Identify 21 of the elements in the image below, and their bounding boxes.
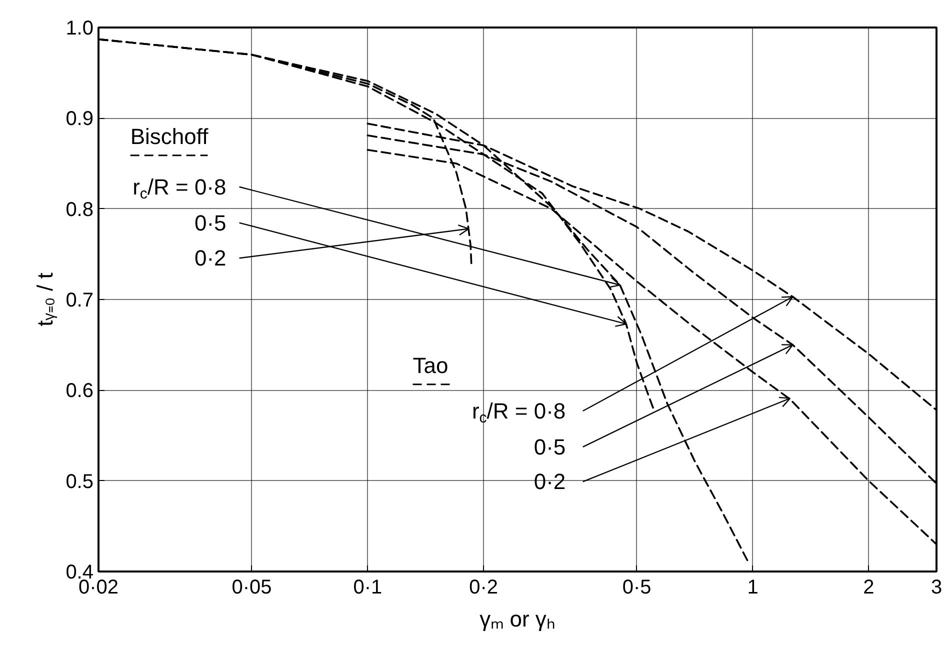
annotation: 0·5 <box>534 434 566 460</box>
annotation: 0·5 <box>194 210 226 236</box>
annotation: 0·2 <box>534 469 566 494</box>
annotation: Bischoff <box>130 124 210 149</box>
x-tick-label: 0·2 <box>469 576 498 598</box>
y-tick-label: 0.7 <box>66 290 94 312</box>
x-tick-label: 1 <box>747 576 758 598</box>
y-tick-label: 0.6 <box>66 380 94 402</box>
y-axis-title: tᵧ₌₀ / t <box>32 272 58 326</box>
y-tick-label: 0.5 <box>66 470 94 493</box>
x-tick-label: 0·1 <box>353 576 382 598</box>
x-tick-label: 3 <box>930 576 942 598</box>
y-tick-label: 1.0 <box>66 18 94 40</box>
y-tick-label: 0.8 <box>66 198 94 221</box>
x-tick-label: 0·05 <box>232 576 272 598</box>
x-axis-title: γₘ or γₕ <box>480 606 556 632</box>
x-tick-label: 2 <box>863 576 874 598</box>
annotation: 0·2 <box>194 246 226 271</box>
annotation: Tao <box>412 352 448 378</box>
x-tick-label: 0·5 <box>622 576 652 598</box>
y-tick-label: 0.9 <box>66 108 94 130</box>
